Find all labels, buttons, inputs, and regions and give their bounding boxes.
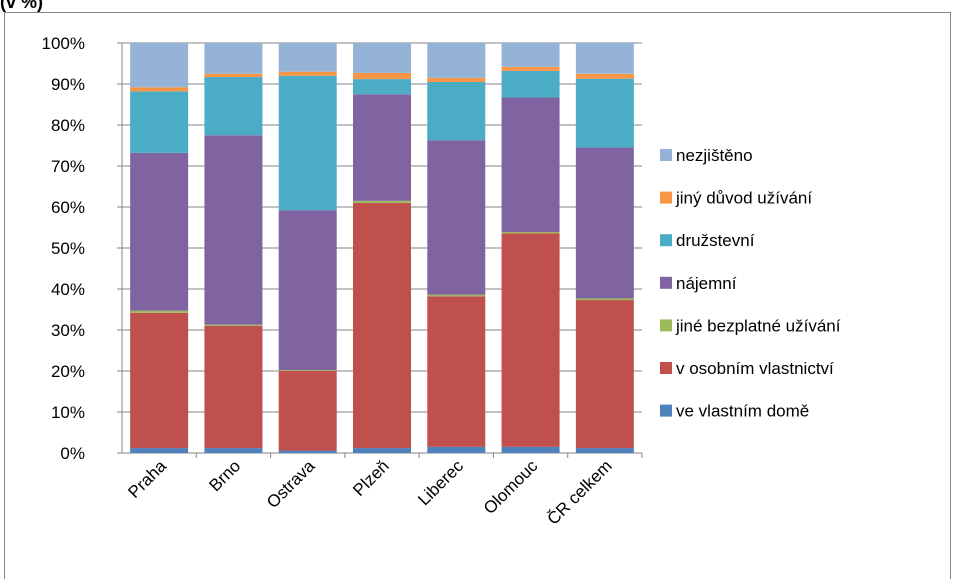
bar-segment: [278, 450, 337, 453]
legend-label: ve vlastním domě: [676, 402, 809, 421]
bar-segment: [278, 75, 337, 211]
bar-segment: [501, 70, 560, 98]
chart-title: (v %): [0, 0, 43, 12]
bar-segment: [501, 446, 560, 453]
bar-segment: [427, 77, 486, 82]
legend-label: nájemní: [676, 274, 737, 293]
bar-segment: [575, 298, 634, 301]
legend-label: nezjištěno: [676, 146, 753, 165]
bar-segment: [575, 300, 634, 449]
bar-segment: [501, 43, 560, 67]
y-tick-label: 30%: [51, 321, 85, 340]
bar-segment: [204, 135, 263, 325]
y-tick-label: 70%: [51, 157, 85, 176]
legend-swatch: [660, 362, 672, 374]
legend-label: v osobním vlastnictví: [676, 359, 834, 378]
bar-segment: [130, 310, 189, 313]
bar-segment: [427, 140, 486, 295]
legend-swatch: [660, 234, 672, 247]
y-tick-label: 10%: [51, 403, 85, 422]
bar-segment: [130, 87, 189, 92]
y-tick-label: 20%: [51, 362, 85, 381]
bar-segment: [427, 296, 486, 447]
bar-segment: [427, 43, 486, 78]
legend-swatch: [660, 319, 672, 332]
bar-segment: [575, 147, 634, 299]
y-tick-label: 40%: [51, 280, 85, 299]
bar-segment: [204, 324, 263, 326]
bar-segment: [353, 202, 411, 449]
legend-swatch: [660, 149, 672, 161]
bar-segment: [278, 371, 337, 451]
legend-label: družstevní: [676, 231, 755, 250]
bar-segment: [130, 448, 189, 453]
bar-segment: [427, 81, 486, 141]
bar-segment: [204, 73, 263, 78]
bar-segment: [278, 71, 337, 76]
bar-segment: [575, 448, 634, 453]
bar-segment: [353, 94, 411, 201]
bar-segment: [353, 200, 411, 203]
bar-segment: [130, 43, 189, 88]
bar-segment: [204, 448, 263, 453]
bar-segment: [130, 91, 189, 153]
y-tick-label: 0%: [60, 444, 85, 463]
bar-segment: [427, 446, 486, 453]
bar-segment: [204, 43, 263, 74]
bar-segment: [204, 77, 263, 136]
legend-swatch: [660, 276, 672, 289]
bar-segment: [353, 72, 411, 80]
bar-segment: [204, 325, 263, 449]
bar-segment: [501, 233, 560, 447]
bar-segment: [501, 97, 560, 233]
bar-segment: [130, 152, 189, 311]
bar-segment: [278, 370, 337, 371]
bar-segment: [130, 312, 189, 449]
bar-segment: [278, 43, 337, 72]
bar-segment: [575, 73, 634, 79]
bar-segment: [353, 43, 411, 73]
legend-swatch: [660, 404, 672, 417]
legend-label: jiné bezplatné užívání: [675, 316, 841, 335]
y-tick-label: 90%: [51, 75, 85, 94]
legend-swatch: [660, 191, 672, 204]
legend-label: jiný důvod užívání: [675, 189, 812, 208]
y-tick-label: 50%: [51, 239, 85, 258]
y-tick-label: 80%: [51, 116, 85, 135]
bar-segment: [575, 78, 634, 148]
bar-segment: [353, 79, 411, 95]
y-tick-label: 100%: [42, 34, 85, 53]
bar-segment: [278, 210, 337, 371]
bar-segment: [501, 66, 560, 71]
bar-segment: [575, 43, 634, 74]
bar-segment: [501, 232, 560, 234]
bar-segment: [353, 448, 411, 453]
y-tick-label: 60%: [51, 198, 85, 217]
bar-segment: [427, 294, 486, 297]
